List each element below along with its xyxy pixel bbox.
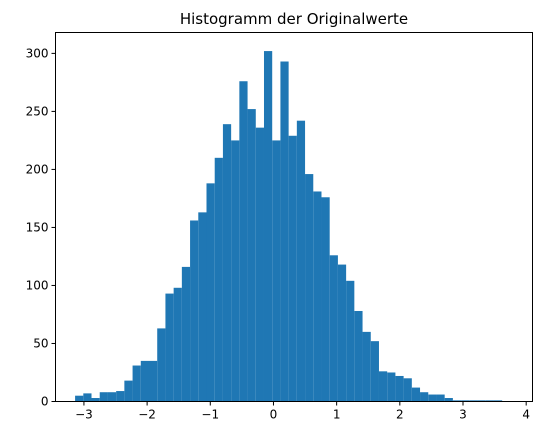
y-tick-label: 50 <box>33 336 48 350</box>
chart-title: Histogramm der Originalwerte <box>180 10 408 28</box>
histogram-bar <box>305 174 314 402</box>
y-tick-label: 100 <box>26 278 49 292</box>
histogram-bar <box>354 310 363 402</box>
histogram-bar <box>157 328 166 402</box>
histogram-bar <box>403 378 412 402</box>
histogram-bar <box>206 183 215 402</box>
y-tick-label: 200 <box>26 162 49 176</box>
y-tick-label: 0 <box>41 395 49 409</box>
histogram-bar <box>469 400 478 402</box>
histogram-bar <box>181 266 191 402</box>
histogram-bar <box>165 293 174 402</box>
y-axis: 0 50 100 150 200 250 300 <box>26 46 56 409</box>
x-axis: −3 −2 −1 0 1 2 3 4 <box>75 401 530 422</box>
histogram-bar <box>313 191 322 402</box>
histogram-bar <box>140 360 150 402</box>
histogram-bar <box>239 81 248 402</box>
histogram-bar <box>461 400 470 402</box>
histogram-bar <box>493 400 503 402</box>
histogram-bar <box>83 393 92 402</box>
histogram-bar <box>436 394 445 402</box>
histogram-bar <box>411 387 421 402</box>
histogram-bar <box>296 120 306 402</box>
histogram-bar <box>272 140 281 402</box>
histogram-bar <box>452 400 462 402</box>
histogram-bar <box>337 264 347 402</box>
y-tick-label: 150 <box>26 220 49 234</box>
x-tick-label: 4 <box>522 408 530 422</box>
histogram-bar <box>255 127 264 402</box>
histogram-bar <box>280 61 289 402</box>
x-tick-label: 3 <box>459 408 467 422</box>
histogram-bar <box>75 395 84 402</box>
histogram-bar <box>444 398 453 402</box>
x-tick-label: −2 <box>138 408 156 422</box>
histogram-bar <box>99 392 108 402</box>
histogram-bar <box>346 280 355 402</box>
x-tick-label: 1 <box>333 408 341 422</box>
y-tick-label: 250 <box>26 104 49 118</box>
histogram-bar <box>378 371 388 402</box>
histogram-bar <box>247 109 256 402</box>
histogram-bar <box>387 372 396 402</box>
histogram-bar <box>214 157 223 402</box>
histogram-bar <box>198 212 207 402</box>
x-tick-label: −1 <box>201 408 219 422</box>
histogram-bar <box>231 140 240 402</box>
histogram-bar <box>370 341 379 402</box>
histogram-bar <box>329 255 338 402</box>
y-tick-label: 300 <box>26 46 49 60</box>
histogram-bar <box>288 135 297 402</box>
histogram-bar <box>420 392 429 402</box>
histogram-bar <box>362 331 371 402</box>
histogram-bar <box>190 220 199 402</box>
histogram-bar <box>91 398 100 402</box>
histogram-bar <box>132 365 141 402</box>
histogram-bar <box>173 287 182 402</box>
x-tick-label: 2 <box>396 408 404 422</box>
histogram-bar <box>321 197 330 402</box>
histogram-bar <box>485 400 494 402</box>
histogram-bar <box>149 360 158 402</box>
histogram-bar <box>124 380 133 402</box>
histogram-bar <box>477 400 486 402</box>
x-tick-label: 0 <box>270 408 278 422</box>
histogram-bar <box>107 392 117 402</box>
histogram-bar <box>395 375 404 402</box>
plot-frame <box>55 32 533 402</box>
histogram-bar <box>263 51 273 402</box>
x-tick-label: −3 <box>75 408 93 422</box>
histogram-bar <box>428 394 437 402</box>
bars-group <box>75 51 503 402</box>
histogram-bar <box>116 391 125 402</box>
histogram-bar <box>222 124 232 402</box>
